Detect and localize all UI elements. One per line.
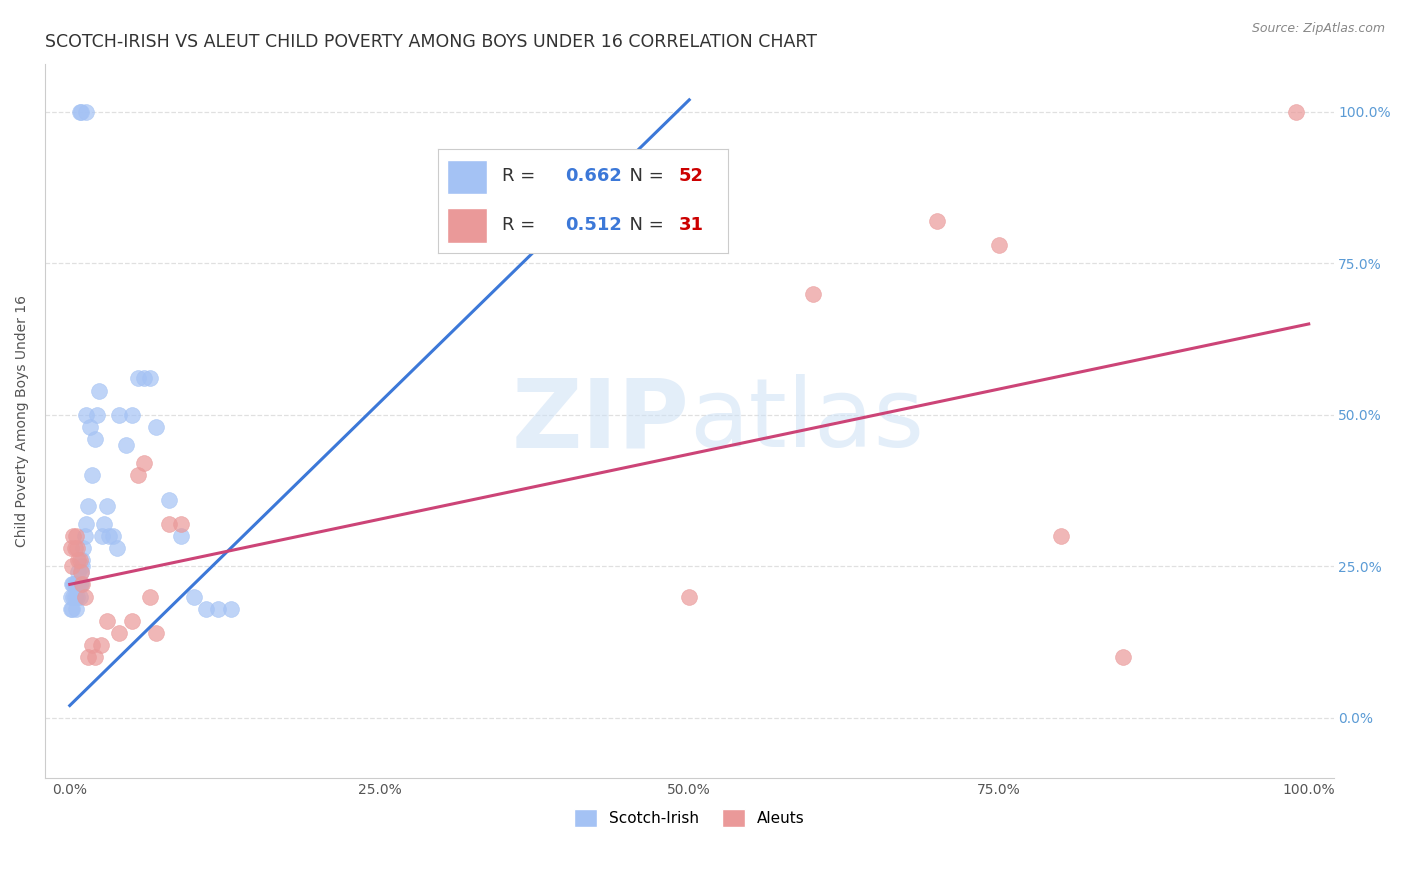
- Point: [60, 559, 83, 574]
- Point: [195, 601, 218, 615]
- Point: [1050, 529, 1073, 543]
- Point: [59, 601, 82, 615]
- Point: [801, 286, 824, 301]
- Point: [108, 408, 131, 422]
- Text: atlas: atlas: [689, 375, 924, 467]
- Point: [183, 590, 205, 604]
- Point: [157, 516, 180, 531]
- Point: [89, 384, 111, 398]
- Point: [114, 438, 136, 452]
- Point: [80, 468, 103, 483]
- Point: [105, 541, 128, 555]
- Point: [62, 577, 84, 591]
- Point: [925, 214, 948, 228]
- Point: [70, 566, 93, 580]
- Point: [1285, 105, 1308, 120]
- Point: [145, 625, 167, 640]
- Point: [90, 638, 112, 652]
- Point: [70, 553, 93, 567]
- Point: [69, 577, 91, 591]
- Point: [67, 553, 90, 567]
- Point: [83, 432, 105, 446]
- Point: [65, 577, 87, 591]
- Point: [69, 553, 91, 567]
- Point: [70, 559, 93, 574]
- Point: [108, 625, 131, 640]
- Point: [69, 105, 91, 120]
- Point: [145, 420, 167, 434]
- Point: [170, 529, 193, 543]
- Point: [83, 650, 105, 665]
- Point: [66, 541, 89, 555]
- Point: [65, 601, 87, 615]
- Point: [139, 371, 162, 385]
- Point: [127, 371, 149, 385]
- Legend: Scotch-Irish, Aleuts: Scotch-Irish, Aleuts: [567, 801, 813, 835]
- Point: [79, 420, 101, 434]
- Point: [80, 638, 103, 652]
- Point: [121, 614, 143, 628]
- Point: [69, 590, 91, 604]
- Point: [66, 590, 89, 604]
- Point: [62, 590, 84, 604]
- Point: [63, 577, 86, 591]
- Point: [73, 590, 96, 604]
- Point: [170, 516, 193, 531]
- Point: [91, 529, 114, 543]
- Point: [65, 529, 87, 543]
- Point: [86, 408, 108, 422]
- Point: [75, 516, 97, 531]
- Point: [60, 601, 83, 615]
- Point: [67, 566, 90, 580]
- Point: [132, 456, 155, 470]
- Point: [67, 577, 90, 591]
- Text: Source: ZipAtlas.com: Source: ZipAtlas.com: [1251, 22, 1385, 36]
- Point: [96, 499, 118, 513]
- Point: [101, 529, 124, 543]
- Point: [75, 408, 97, 422]
- Point: [70, 577, 93, 591]
- Point: [157, 492, 180, 507]
- Point: [66, 577, 89, 591]
- Point: [678, 590, 700, 604]
- Point: [70, 577, 93, 591]
- Text: SCOTCH-IRISH VS ALEUT CHILD POVERTY AMONG BOYS UNDER 16 CORRELATION CHART: SCOTCH-IRISH VS ALEUT CHILD POVERTY AMON…: [45, 33, 817, 51]
- Point: [59, 541, 82, 555]
- Point: [60, 577, 83, 591]
- Point: [219, 601, 242, 615]
- Point: [132, 371, 155, 385]
- Point: [72, 541, 94, 555]
- Point: [59, 590, 82, 604]
- Point: [77, 650, 100, 665]
- Point: [73, 529, 96, 543]
- Point: [98, 529, 121, 543]
- Point: [988, 238, 1011, 252]
- Point: [77, 499, 100, 513]
- Point: [121, 408, 143, 422]
- Point: [207, 601, 229, 615]
- Point: [63, 541, 86, 555]
- Point: [62, 529, 84, 543]
- Point: [70, 105, 93, 120]
- Point: [127, 468, 149, 483]
- Point: [75, 105, 97, 120]
- Point: [1112, 650, 1135, 665]
- Point: [139, 590, 162, 604]
- Point: [93, 516, 115, 531]
- Point: [96, 614, 118, 628]
- Point: [63, 590, 86, 604]
- Text: ZIP: ZIP: [512, 375, 689, 467]
- Point: [70, 566, 93, 580]
- Y-axis label: Child Poverty Among Boys Under 16: Child Poverty Among Boys Under 16: [15, 295, 30, 547]
